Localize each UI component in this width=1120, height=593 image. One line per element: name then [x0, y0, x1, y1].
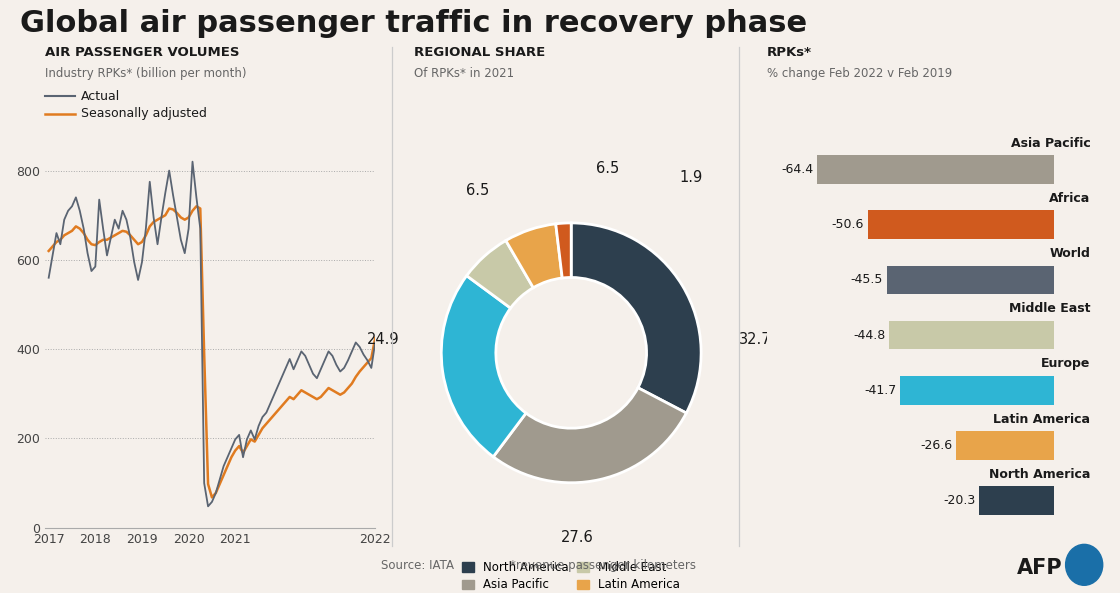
Text: 6.5: 6.5	[466, 183, 489, 198]
Text: Industry RPKs* (billion per month): Industry RPKs* (billion per month)	[45, 67, 246, 80]
Text: -20.3: -20.3	[943, 494, 976, 507]
Bar	[818, 155, 1054, 184]
Text: North America: North America	[989, 468, 1090, 481]
Text: Latin America: Latin America	[993, 413, 1090, 426]
Text: REGIONAL SHARE: REGIONAL SHARE	[414, 46, 545, 59]
Text: Middle East: Middle East	[1009, 302, 1090, 315]
Legend: North America, Asia Pacific, Europe, Middle East, Latin America, Africa: North America, Asia Pacific, Europe, Mid…	[457, 557, 685, 593]
Text: Global air passenger traffic in recovery phase: Global air passenger traffic in recovery…	[20, 9, 808, 38]
Text: Africa: Africa	[1049, 192, 1090, 205]
Wedge shape	[441, 276, 526, 457]
Text: *revenue passenger kilometers: *revenue passenger kilometers	[510, 559, 696, 572]
Text: RPKs*: RPKs*	[767, 46, 812, 59]
Wedge shape	[467, 241, 533, 308]
Text: Actual: Actual	[81, 90, 120, 103]
Text: AIR PASSENGER VOLUMES: AIR PASSENGER VOLUMES	[45, 46, 240, 59]
Bar	[868, 211, 1054, 239]
Wedge shape	[506, 224, 562, 288]
Bar	[900, 376, 1054, 404]
Text: 32.7: 32.7	[739, 332, 772, 347]
Text: Asia Pacific: Asia Pacific	[1010, 136, 1090, 149]
Text: Europe: Europe	[1040, 358, 1090, 371]
Text: AFP: AFP	[1017, 558, 1063, 578]
Text: -45.5: -45.5	[850, 273, 883, 286]
Text: Source: IATA: Source: IATA	[381, 559, 454, 572]
Text: 27.6: 27.6	[561, 530, 594, 545]
Text: World: World	[1049, 247, 1090, 260]
Text: Seasonally adjusted: Seasonally adjusted	[81, 107, 206, 120]
Text: 24.9: 24.9	[366, 332, 399, 347]
Text: 1.9: 1.9	[679, 170, 702, 185]
Text: Of RPKs* in 2021: Of RPKs* in 2021	[414, 67, 514, 80]
Text: -50.6: -50.6	[832, 218, 865, 231]
Circle shape	[1065, 544, 1103, 585]
Bar	[955, 431, 1054, 460]
Bar	[889, 321, 1054, 349]
Text: -44.8: -44.8	[853, 329, 886, 342]
Text: -64.4: -64.4	[782, 163, 813, 176]
Wedge shape	[556, 223, 571, 278]
Text: -41.7: -41.7	[865, 384, 897, 397]
Text: -26.6: -26.6	[921, 439, 952, 452]
Bar	[979, 486, 1054, 515]
Bar	[887, 266, 1054, 294]
Wedge shape	[571, 223, 701, 413]
Text: 6.5: 6.5	[596, 161, 619, 176]
Text: % change Feb 2022 v Feb 2019: % change Feb 2022 v Feb 2019	[767, 67, 952, 80]
Wedge shape	[493, 388, 687, 483]
